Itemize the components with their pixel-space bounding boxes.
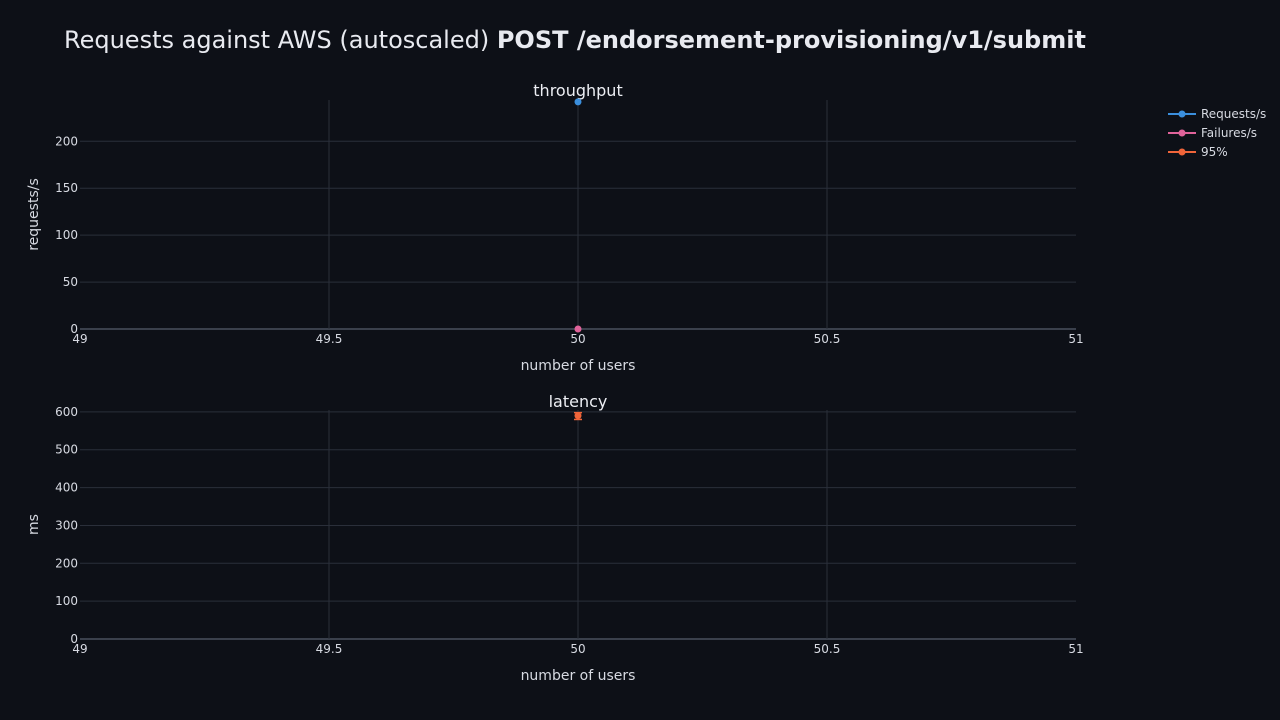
y-axis-title: ms <box>26 514 42 535</box>
y-axis-title: requests/s <box>26 178 42 251</box>
legend-item-label: 95% <box>1201 145 1228 159</box>
x-tick-label: 49.5 <box>316 642 343 656</box>
y-tick-label: 50 <box>63 275 78 289</box>
x-tick-label: 50.5 <box>814 642 841 656</box>
y-tick-label: 150 <box>55 181 78 195</box>
x-tick-label: 50.5 <box>814 332 841 346</box>
legend-swatch-marker <box>1178 110 1186 118</box>
data-point <box>574 325 582 333</box>
x-axis-title: number of users <box>521 358 636 374</box>
legend-swatch-marker <box>1178 148 1186 156</box>
x-axis-title: number of users <box>521 668 636 684</box>
y-tick-label: 200 <box>55 556 78 570</box>
x-tick-label: 50 <box>570 332 585 346</box>
chart-title: Requests against AWS (autoscaled) POST /… <box>64 26 1086 54</box>
subplot-title: throughput <box>533 81 622 100</box>
legend-item-label: Requests/s <box>1201 107 1266 121</box>
x-tick-label: 49.5 <box>316 332 343 346</box>
chart-title-endpoint: POST /endorsement-provisioning/v1/submit <box>496 26 1086 54</box>
data-point <box>574 412 582 420</box>
legend-swatch-marker <box>1178 129 1186 137</box>
legend-item-label: Failures/s <box>1201 126 1257 140</box>
y-tick-label: 0 <box>70 632 78 646</box>
y-tick-label: 100 <box>55 594 78 608</box>
y-tick-label: 300 <box>55 518 78 532</box>
x-tick-label: 49 <box>72 332 87 346</box>
y-tick-label: 500 <box>55 443 78 457</box>
chart-title-prefix: Requests against AWS (autoscaled) <box>64 26 497 54</box>
x-tick-label: 49 <box>72 642 87 656</box>
data-point <box>574 98 582 106</box>
y-tick-label: 600 <box>55 405 78 419</box>
x-tick-label: 51 <box>1068 642 1083 656</box>
y-tick-label: 400 <box>55 481 78 495</box>
y-tick-label: 100 <box>55 228 78 242</box>
y-tick-label: 0 <box>70 322 78 336</box>
y-tick-label: 200 <box>55 134 78 148</box>
x-tick-label: 50 <box>570 642 585 656</box>
x-tick-label: 51 <box>1068 332 1083 346</box>
subplot-title: latency <box>549 392 608 411</box>
